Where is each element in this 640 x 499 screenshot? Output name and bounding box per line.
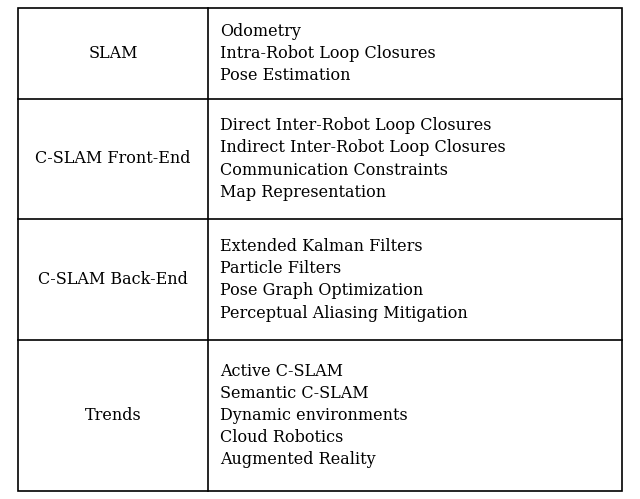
Text: C-SLAM Front-End: C-SLAM Front-End <box>35 150 191 168</box>
Text: Dynamic environments: Dynamic environments <box>220 407 408 424</box>
Text: Semantic C-SLAM: Semantic C-SLAM <box>220 385 369 402</box>
Text: Particle Filters: Particle Filters <box>220 260 342 277</box>
Text: Direct Inter-Robot Loop Closures: Direct Inter-Robot Loop Closures <box>220 117 492 134</box>
Text: Trends: Trends <box>84 407 141 424</box>
Text: Pose Estimation: Pose Estimation <box>220 67 351 84</box>
Text: Active C-SLAM: Active C-SLAM <box>220 363 343 380</box>
Text: Perceptual Aliasing Mitigation: Perceptual Aliasing Mitigation <box>220 304 468 321</box>
Text: SLAM: SLAM <box>88 45 138 62</box>
Text: Augmented Reality: Augmented Reality <box>220 452 376 469</box>
Text: C-SLAM Back-End: C-SLAM Back-End <box>38 271 188 288</box>
Text: Communication Constraints: Communication Constraints <box>220 162 448 179</box>
Text: Odometry: Odometry <box>220 22 301 39</box>
Text: Map Representation: Map Representation <box>220 184 387 201</box>
Text: Intra-Robot Loop Closures: Intra-Robot Loop Closures <box>220 45 436 62</box>
Text: Cloud Robotics: Cloud Robotics <box>220 429 344 446</box>
Text: Extended Kalman Filters: Extended Kalman Filters <box>220 238 423 255</box>
Text: Indirect Inter-Robot Loop Closures: Indirect Inter-Robot Loop Closures <box>220 139 506 156</box>
Text: Pose Graph Optimization: Pose Graph Optimization <box>220 282 424 299</box>
